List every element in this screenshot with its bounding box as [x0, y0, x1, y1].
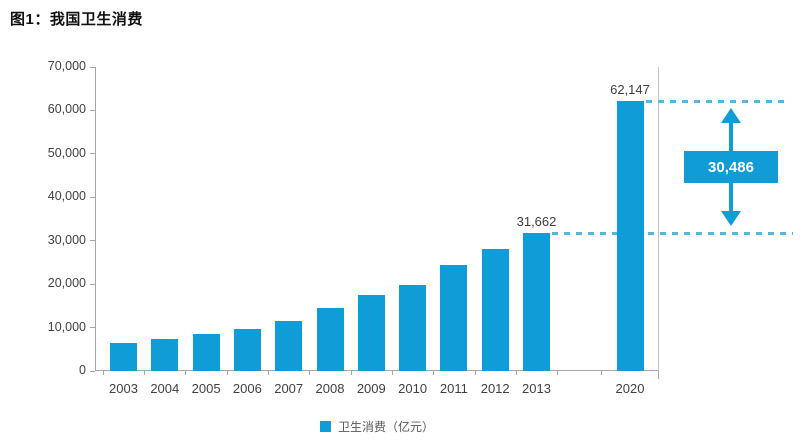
y-tick-mark [90, 283, 95, 285]
bar-2008 [316, 308, 344, 371]
guide-dashed-line-top [645, 100, 788, 104]
bar-2013 [523, 233, 550, 371]
x-tick-mark [433, 371, 435, 375]
x-tick-mark [226, 371, 228, 375]
x-tick-label: 2010 [398, 381, 428, 396]
guide-dashed-line-bottom [552, 232, 793, 236]
y-tick-label: 0 [79, 363, 86, 377]
x-tick-label: 2009 [356, 381, 386, 396]
bar-2006 [233, 328, 261, 371]
x-tick-mark [658, 371, 659, 379]
y-tick-label: 40,000 [47, 189, 86, 204]
legend: 卫生消费（亿元） [95, 418, 659, 435]
bar-2011 [440, 265, 468, 371]
x-tick-label: 2008 [315, 381, 345, 396]
y-tick-mark [90, 240, 95, 242]
y-tick-mark [90, 327, 95, 329]
arrow-up-icon [721, 108, 741, 124]
x-tick-label: 2012 [480, 381, 510, 396]
y-tick-mark [90, 196, 95, 198]
x-tick-mark [309, 371, 311, 375]
bar-2010 [399, 284, 427, 371]
y-tick-mark [90, 370, 95, 372]
x-tick-mark [350, 371, 352, 375]
y-tick-label: 10,000 [47, 319, 86, 334]
y-tick-label: 30,000 [47, 232, 86, 247]
bar-2007 [275, 321, 303, 371]
x-tick-label: 2004 [150, 381, 180, 396]
x-tick-mark [144, 371, 146, 375]
x-tick-mark [515, 371, 517, 375]
y-tick-mark [90, 153, 95, 155]
y-tick-label: 60,000 [47, 102, 86, 117]
bar-2009 [357, 295, 385, 371]
x-tick-label: 2007 [274, 381, 304, 396]
data-label-2013: 31,662 [516, 214, 557, 230]
legend-marker [319, 421, 331, 432]
data-label-2020: 62,147 [610, 82, 650, 98]
bar-2005 [192, 334, 220, 371]
difference-callout: 30,486 [684, 151, 778, 184]
y-tick-label: 50,000 [47, 145, 86, 160]
bar-2012 [481, 249, 509, 371]
bar-2004 [151, 338, 179, 371]
x-tick-label: 2003 [109, 381, 138, 396]
x-tick-mark [557, 371, 559, 375]
x-tick-mark [474, 371, 476, 375]
y-tick-mark [90, 66, 95, 68]
bar-2003 [110, 343, 137, 371]
x-tick-label: 2005 [191, 381, 221, 396]
x-tick-mark [185, 371, 187, 375]
x-tick-label: 2020 [615, 381, 645, 396]
x-tick-mark [601, 371, 602, 375]
x-tick-mark [102, 371, 104, 375]
bar-2020 [616, 101, 644, 371]
y-tick-label: 70,000 [47, 59, 86, 73]
legend-label: 卫生消费（亿元） [337, 420, 434, 434]
x-tick-label: 2013 [522, 381, 551, 396]
y-tick-mark [90, 109, 95, 111]
x-tick-mark [391, 371, 393, 375]
x-tick-label: 2006 [232, 381, 262, 396]
x-tick-label: 2011 [439, 381, 468, 396]
chart-title: 图1：我国卫生消费 [10, 11, 143, 28]
y-tick-label: 20,000 [47, 276, 86, 291]
arrow-down-icon [721, 211, 741, 227]
x-tick-mark [268, 371, 270, 375]
